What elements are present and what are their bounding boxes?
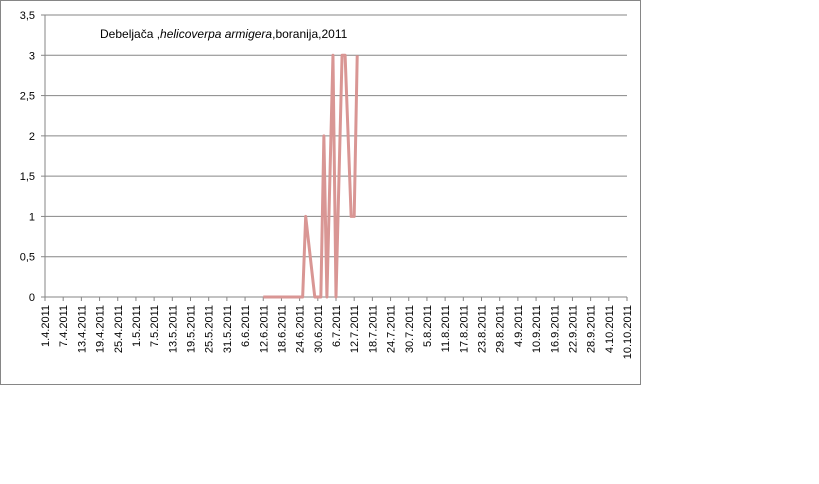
x-tick-label: 13.4.2011 bbox=[76, 305, 88, 353]
x-tick-label: 4.9.2011 bbox=[513, 305, 525, 347]
y-tick-label: 0 bbox=[29, 292, 35, 304]
title-part: Debeljača , bbox=[100, 27, 160, 41]
x-tick-label: 31.5.2011 bbox=[222, 305, 234, 353]
y-tick-label: 3 bbox=[29, 50, 35, 62]
x-tick-label: 19.5.2011 bbox=[186, 305, 198, 353]
x-tick-label: 25.4.2011 bbox=[113, 305, 125, 353]
x-tick-label: 7.4.2011 bbox=[58, 305, 70, 347]
x-tick-label: 12.6.2011 bbox=[258, 305, 270, 353]
x-tick-label: 10.9.2011 bbox=[531, 305, 543, 353]
x-tick-label: 6.6.2011 bbox=[240, 305, 252, 347]
y-tick-label: 0,5 bbox=[20, 252, 35, 264]
y-tick-label: 1 bbox=[29, 211, 35, 223]
x-tick-label: 5.8.2011 bbox=[422, 305, 434, 347]
x-tick-label: 24.7.2011 bbox=[386, 305, 398, 353]
y-tick-label: 2 bbox=[29, 131, 35, 143]
title-part: helicoverpa armigera bbox=[160, 27, 272, 41]
x-tick-label: 17.8.2011 bbox=[458, 305, 470, 353]
x-tick-label: 19.4.2011 bbox=[95, 305, 107, 353]
x-tick-label: 25.5.2011 bbox=[204, 305, 216, 353]
x-tick-label: 10.10.2011 bbox=[622, 305, 634, 359]
x-tick-label: 30.6.2011 bbox=[313, 305, 325, 353]
chart-title: Debeljača ,helicoverpa armigera,boranija… bbox=[100, 27, 348, 41]
x-tick-label: 13.5.2011 bbox=[167, 305, 179, 353]
x-tick-label: 7.5.2011 bbox=[149, 305, 161, 347]
x-tick-label: 29.8.2011 bbox=[495, 305, 507, 353]
y-tick-label: 2,5 bbox=[20, 91, 35, 103]
x-tick-label: 6.7.2011 bbox=[331, 305, 343, 347]
x-tick-label: 18.7.2011 bbox=[367, 305, 379, 353]
x-tick-label: 23.8.2011 bbox=[477, 305, 489, 353]
x-tick-label: 28.9.2011 bbox=[586, 305, 598, 353]
x-tick-label: 11.8.2011 bbox=[440, 305, 452, 352]
x-tick-label: 1.4.2011 bbox=[40, 305, 52, 347]
y-tick-label: 1,5 bbox=[20, 171, 35, 183]
x-tick-label: 4.10.2011 bbox=[604, 305, 616, 353]
title-part: ,boranija,2011 bbox=[272, 27, 347, 41]
x-tick-label: 30.7.2011 bbox=[404, 305, 416, 353]
chart-border bbox=[0, 0, 641, 385]
x-tick-label: 1.5.2011 bbox=[131, 305, 143, 347]
x-tick-label: 24.6.2011 bbox=[295, 305, 307, 353]
x-tick-label: 16.9.2011 bbox=[549, 305, 561, 353]
x-tick-label: 12.7.2011 bbox=[349, 305, 361, 353]
y-tick-label: 3,5 bbox=[20, 10, 35, 22]
x-tick-label: 18.6.2011 bbox=[276, 305, 288, 353]
x-tick-label: 22.9.2011 bbox=[567, 305, 579, 353]
data-line bbox=[263, 53, 359, 299]
